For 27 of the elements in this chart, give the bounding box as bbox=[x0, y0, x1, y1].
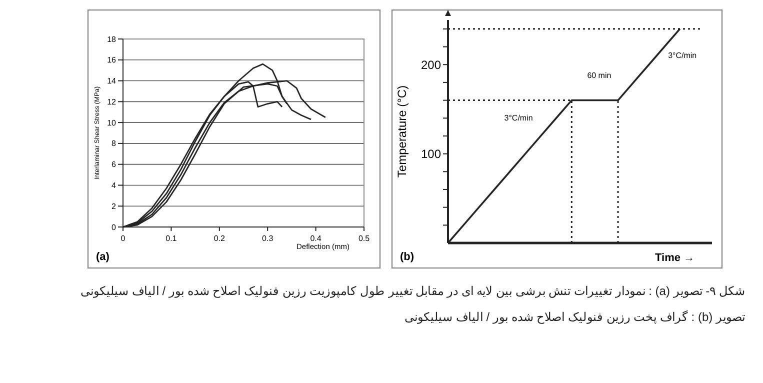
text: (b) bbox=[400, 251, 414, 263]
x-tick-label: 0.1 bbox=[166, 234, 178, 243]
x-tick-label: 0.2 bbox=[214, 234, 226, 243]
y-tick-label: 0 bbox=[112, 222, 117, 232]
text: (a) bbox=[96, 251, 110, 263]
x-tick-label: 0.3 bbox=[262, 234, 274, 243]
y-tick-label: 16 bbox=[107, 56, 117, 65]
text: تصویر (b) : گراف پخت رزین فنولیک اصلاح شده بور / الیاف سیلیکونی bbox=[404, 309, 745, 326]
y-tick-label: 14 bbox=[107, 76, 117, 86]
y-tick-label: 8 bbox=[112, 139, 117, 148]
annotation: 3°C/min bbox=[668, 50, 697, 60]
y-tick-label: 10 bbox=[107, 118, 117, 128]
y-tick-label: 4 bbox=[112, 181, 117, 190]
y-axis-title: Temperature (°C) bbox=[395, 85, 409, 178]
y-tick-label: 12 bbox=[107, 97, 117, 106]
y-tick-label: 200 bbox=[420, 58, 442, 72]
y-tick-label: 6 bbox=[112, 160, 117, 170]
text: شکل ۹- تصویر (a) : نمودار تغییرات تنش برشی بین لایه ای در مقابل تغییر طول کامپوزیت رزین فنولیک اصلاح شده بور / الیاف سیلیکونی bbox=[80, 283, 745, 300]
y-tick-label: 2 bbox=[112, 202, 117, 211]
x-tick-label: 0.5 bbox=[358, 234, 370, 243]
x-axis-title: Time → bbox=[655, 252, 695, 264]
x-tick-label: 0 bbox=[120, 234, 126, 243]
y-tick-label: 18 bbox=[107, 34, 117, 44]
y-tick-label: 100 bbox=[420, 147, 442, 161]
x-tick-label: 0.4 bbox=[310, 234, 322, 243]
annotation: 60 min bbox=[587, 70, 612, 80]
annotation: 3°C/min bbox=[504, 113, 533, 122]
